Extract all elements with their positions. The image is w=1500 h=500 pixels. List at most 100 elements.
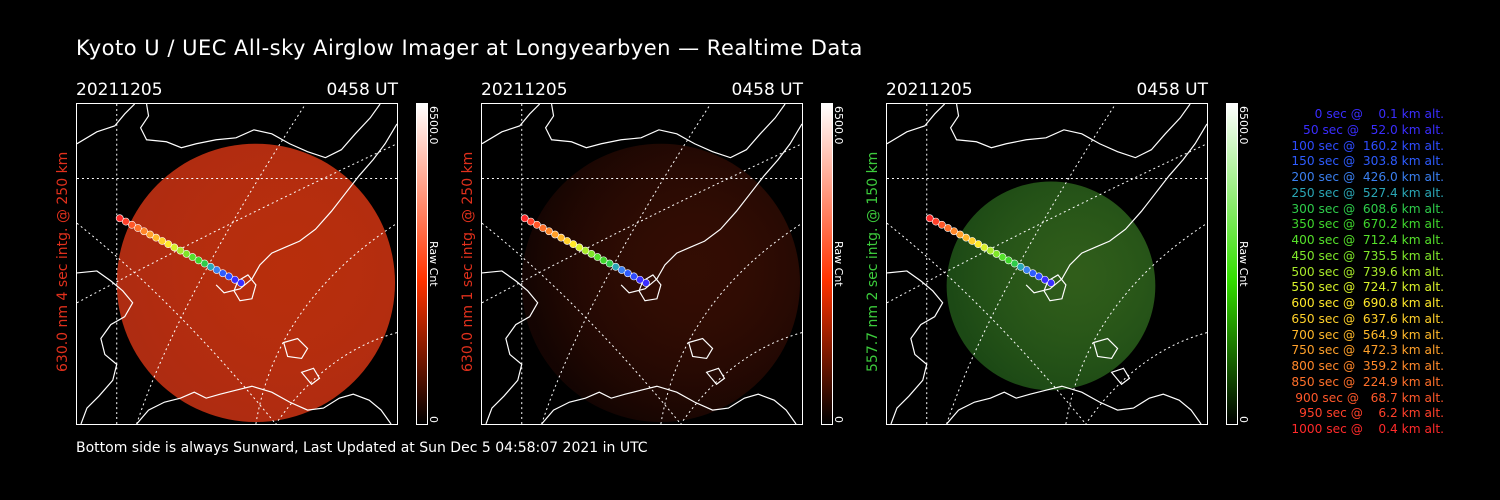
panel-date: 20211205 xyxy=(481,80,568,100)
colorbar xyxy=(821,103,833,425)
trajectory-point xyxy=(158,237,167,245)
legend-row: 350 sec @ 670.2 km alt. xyxy=(1287,217,1444,232)
trajectory-point xyxy=(218,269,227,278)
trajectory-point xyxy=(170,243,179,252)
legend-row: 950 sec @ 6.2 km alt. xyxy=(1295,406,1444,421)
trajectory-point xyxy=(569,240,578,248)
trajectory-point xyxy=(121,217,130,226)
legend-row: 300 sec @ 608.6 km alt. xyxy=(1287,201,1444,216)
trajectory-point xyxy=(1047,279,1055,287)
trajectory-point xyxy=(1022,266,1031,274)
trajectory-point xyxy=(551,230,559,239)
trajectory-point xyxy=(980,243,989,252)
trajectory-point xyxy=(526,217,535,226)
legend-row: 700 sec @ 564.9 km alt. xyxy=(1287,327,1444,342)
trajectory-point xyxy=(194,256,203,265)
panel-time: 0458 UT xyxy=(731,80,804,100)
legend-row: 100 sec @ 160.2 km alt. xyxy=(1287,138,1444,153)
trajectory-point xyxy=(992,249,1001,258)
trajectory-point xyxy=(968,237,977,245)
panel-630-1s: 20211205 0458 UT 6500.0 Raw Cnt 0 630.0 … xyxy=(460,78,881,430)
trajectory-point xyxy=(950,227,958,236)
trajectory-point xyxy=(1028,269,1037,278)
colorbar-unit-label: Raw Cnt xyxy=(832,241,845,287)
legend-row: 50 sec @ 52.0 km alt. xyxy=(1295,122,1444,137)
allsky-image xyxy=(76,103,398,425)
trajectory-point xyxy=(581,246,590,255)
coastline xyxy=(887,104,1207,424)
airglow-disk xyxy=(116,143,396,423)
colorbar-min-label: 0 xyxy=(1237,416,1250,423)
trajectory-point xyxy=(611,262,620,271)
legend-row: 850 sec @ 224.9 km alt. xyxy=(1287,374,1444,389)
legend-row: 600 sec @ 690.8 km alt. xyxy=(1287,296,1444,310)
trajectory-point xyxy=(575,243,584,252)
page-title: Kyoto U / UEC All-sky Airglow Imager at … xyxy=(76,36,863,60)
trajectory-point xyxy=(134,224,142,232)
trajectory-point xyxy=(200,259,209,268)
colorbar xyxy=(416,103,428,425)
trajectory-point xyxy=(539,224,547,232)
colorbar-min-label: 0 xyxy=(832,416,845,423)
trajectory-point xyxy=(1004,256,1013,265)
legend-row: 400 sec @ 712.4 km alt. xyxy=(1287,233,1444,247)
trajectory-point xyxy=(998,253,1007,261)
legend-row: 750 sec @ 472.3 km alt. xyxy=(1287,343,1444,358)
trajectory-point xyxy=(115,214,124,223)
airglow-disk xyxy=(521,143,801,423)
trajectory-point xyxy=(925,214,934,223)
colorbar-max-label: 6500.0 xyxy=(832,106,845,145)
trajectory-point xyxy=(231,275,239,284)
legend-row: 650 sec @ 637.6 km alt. xyxy=(1287,311,1444,326)
trajectory-point xyxy=(176,246,185,255)
legend-row: 800 sec @ 359.2 km alt. xyxy=(1287,359,1444,373)
legend-row: 550 sec @ 724.7 km alt. xyxy=(1287,280,1444,295)
colorbar xyxy=(1226,103,1238,425)
panel-630-4s: 20211205 0458 UT 6500.0 Raw Cnt 0 630.0 … xyxy=(55,78,476,430)
trajectory-point xyxy=(617,266,626,274)
coastline xyxy=(482,104,802,424)
trajectory-point xyxy=(557,233,565,242)
trajectory-point xyxy=(944,224,952,232)
trajectory-point xyxy=(593,253,602,261)
trajectory-point xyxy=(599,256,608,265)
panel-time: 0458 UT xyxy=(1136,80,1209,100)
trajectory-point xyxy=(956,230,964,239)
colorbar-min-label: 0 xyxy=(427,416,440,423)
trajectory-point xyxy=(212,266,221,274)
legend-row: 1000 sec @ 0.4 km alt. xyxy=(1291,422,1444,436)
trajectory-point xyxy=(545,227,553,236)
trajectory-point xyxy=(587,249,596,258)
trajectory-point xyxy=(1041,275,1049,284)
trajectory-point xyxy=(206,262,215,271)
trajectory-point xyxy=(629,272,638,281)
legend-row: 150 sec @ 303.8 km alt. xyxy=(1287,154,1444,169)
legend-row: 450 sec @ 735.5 km alt. xyxy=(1287,248,1444,263)
trajectory-point xyxy=(182,249,191,258)
panel-time: 0458 UT xyxy=(326,80,399,100)
trajectory-legend: 0 sec @ 0.1 km alt. 50 sec @ 52.0 km alt… xyxy=(1258,107,1444,438)
colorbar-max-label: 6500.0 xyxy=(427,106,440,145)
trajectory-point xyxy=(146,230,154,239)
legend-row: 500 sec @ 739.6 km alt. xyxy=(1287,264,1444,279)
lat-lon-grid xyxy=(77,104,397,424)
trajectory-point xyxy=(605,259,614,268)
coastline xyxy=(77,104,397,424)
trajectory-point xyxy=(152,233,160,242)
trajectory-point xyxy=(931,217,940,226)
trajectory-point xyxy=(623,269,632,278)
panel-557-2s: 20211205 0458 UT 6500.0 Raw Cnt 0 557.7 … xyxy=(865,78,1286,430)
trajectory-point xyxy=(1016,262,1025,271)
trajectory-point xyxy=(140,227,148,236)
trajectory-point xyxy=(974,240,983,248)
trajectory-point xyxy=(237,279,245,287)
lat-lon-grid xyxy=(887,104,1207,424)
trajectory-point xyxy=(563,237,572,245)
trajectory-point xyxy=(642,279,650,287)
trajectory-point xyxy=(636,275,644,284)
allsky-image xyxy=(481,103,803,425)
allsky-image xyxy=(886,103,1208,425)
colorbar-unit-label: Raw Cnt xyxy=(427,241,440,287)
side-label: 630.0 nm 1 sec intg. @ 250 km xyxy=(460,151,476,372)
legend-row: 900 sec @ 68.7 km alt. xyxy=(1291,390,1444,405)
